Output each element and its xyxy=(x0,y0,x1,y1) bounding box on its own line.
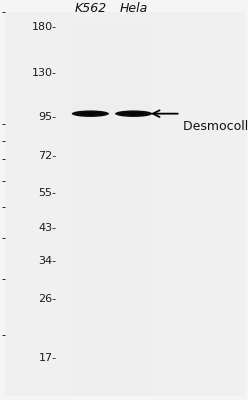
Text: 95-: 95- xyxy=(38,112,57,122)
Text: 26-: 26- xyxy=(38,294,57,304)
Text: 72-: 72- xyxy=(38,150,57,160)
Ellipse shape xyxy=(76,112,104,116)
Text: 180-: 180- xyxy=(31,22,57,32)
Text: K562: K562 xyxy=(74,2,106,15)
Text: 34-: 34- xyxy=(38,256,57,266)
Text: 17-: 17- xyxy=(38,353,57,363)
Text: 130-: 130- xyxy=(32,68,57,78)
Text: 43-: 43- xyxy=(38,223,57,233)
Ellipse shape xyxy=(72,110,109,117)
Text: Hela: Hela xyxy=(120,2,148,15)
Ellipse shape xyxy=(115,110,152,117)
Ellipse shape xyxy=(120,112,148,116)
Bar xyxy=(72,23,152,396)
Text: Desmocollin 3: Desmocollin 3 xyxy=(183,120,248,132)
Text: 55-: 55- xyxy=(39,188,57,198)
